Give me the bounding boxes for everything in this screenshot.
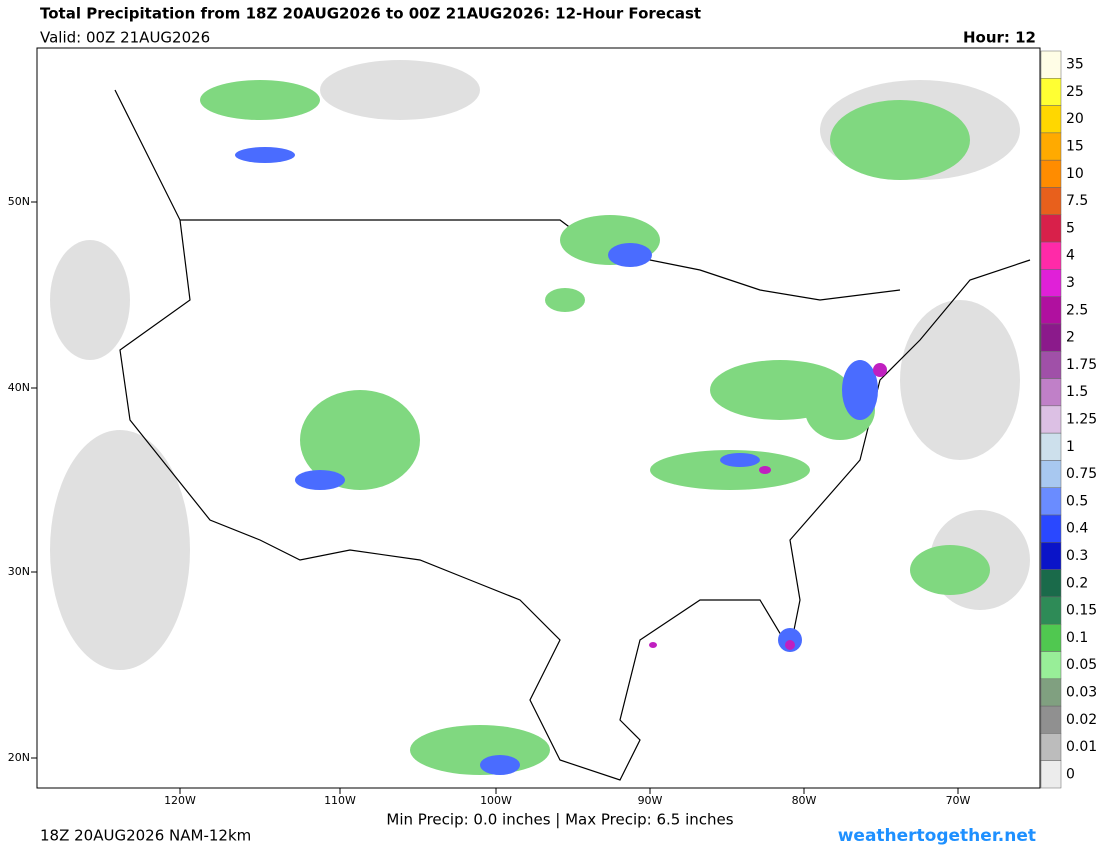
colorbar-swatch: [1040, 159, 1062, 188]
lat-label: 40N: [8, 381, 30, 394]
colorbar-swatch: [1040, 50, 1062, 79]
colorbar-swatch: [1040, 78, 1062, 106]
lon-label: 90W: [638, 794, 663, 807]
colorbar-swatch: [1040, 105, 1062, 134]
colorbar-swatch: [1040, 405, 1062, 434]
colorbar-label: 1.25: [1066, 412, 1097, 428]
colorbar-swatch: [1040, 269, 1062, 297]
title: Total Precipitation from 18Z 20AUG2026 t…: [40, 5, 701, 23]
colorbar-label: 20: [1066, 111, 1084, 127]
site-credit: weathertogether.net: [838, 826, 1036, 846]
colorbar-label: 0.15: [1066, 603, 1097, 619]
colorbar-swatch: [1040, 187, 1062, 216]
colorbar-label: 0.2: [1066, 575, 1088, 591]
lon-label: 70W: [946, 794, 971, 807]
colorbar-swatch: [1040, 378, 1062, 407]
colorbar-label: 1: [1066, 439, 1075, 455]
colorbar-label: 0.4: [1066, 521, 1088, 537]
precip-green: [200, 80, 990, 775]
colorbar-swatch: [1040, 760, 1062, 789]
colorbar-label: 4: [1066, 248, 1075, 264]
colorbar-label: 0.75: [1066, 466, 1097, 482]
lon-label: 80W: [792, 794, 817, 807]
colorbar-label: 35: [1066, 57, 1084, 73]
colorbar-label: 1.75: [1066, 357, 1097, 373]
colorbar-label: 0.05: [1066, 657, 1097, 673]
colorbar-label: 3: [1066, 275, 1075, 291]
colorbar-swatch: [1040, 487, 1062, 516]
colorbar-swatch: [1040, 132, 1062, 161]
colorbar-swatch: [1040, 323, 1062, 352]
colorbar-swatch: [1040, 241, 1062, 270]
forecast-hour: Hour: 12: [963, 29, 1036, 47]
map-area: [36, 47, 1041, 789]
colorbar-swatch: [1040, 432, 1062, 461]
colorbar-swatch: [1040, 542, 1062, 570]
coastline: [114, 89, 1031, 781]
colorbar-label: 5: [1066, 220, 1075, 236]
colorbar-label: 1.5: [1066, 384, 1088, 400]
precip-stats: Min Precip: 0.0 inches | Max Precip: 6.5…: [386, 811, 733, 829]
lon-label: 120W: [164, 794, 196, 807]
colorbar-swatch: [1040, 651, 1062, 680]
colorbar-swatch: [1040, 596, 1062, 625]
valid-time: Valid: 00Z 21AUG2026: [40, 29, 210, 47]
colorbar-label: 0.3: [1066, 548, 1088, 564]
lat-label: 30N: [8, 565, 30, 578]
lon-label: 100W: [480, 794, 512, 807]
colorbar-label: 0.1: [1066, 630, 1088, 646]
colorbar-swatch: [1040, 351, 1062, 379]
colorbar-label: 2: [1066, 330, 1075, 346]
colorbar-label: 0.01: [1066, 739, 1097, 755]
lat-label: 20N: [8, 751, 30, 764]
colorbar-swatch: [1040, 623, 1062, 652]
colorbar-label: 0.03: [1066, 684, 1097, 700]
precip-blue: [235, 147, 878, 775]
colorbar-swatch: [1040, 705, 1062, 734]
colorbar-label: 10: [1066, 166, 1084, 182]
colorbar-swatch: [1040, 214, 1062, 243]
colorbar-label: 0.02: [1066, 712, 1097, 728]
colorbar-label: 15: [1066, 139, 1084, 155]
lon-label: 110W: [324, 794, 356, 807]
colorbar-label: 7.5: [1066, 193, 1088, 209]
lat-label: 50N: [8, 195, 30, 208]
colorbar-label: 25: [1066, 84, 1084, 100]
colorbar-swatch: [1040, 569, 1062, 598]
colorbar-swatch: [1040, 296, 1062, 325]
colorbar-swatch: [1040, 678, 1062, 707]
colorbar-label: 0: [1066, 766, 1075, 782]
colorbar-swatch: [1040, 460, 1062, 488]
colorbar-label: 0.5: [1066, 493, 1088, 509]
colorbar-label: 2.5: [1066, 302, 1088, 318]
colorbar-swatch: [1040, 514, 1062, 543]
model-run: 18Z 20AUG2026 NAM-12km: [40, 827, 251, 845]
precip-magenta: [649, 363, 887, 650]
colorbar-swatch: [1040, 733, 1062, 761]
